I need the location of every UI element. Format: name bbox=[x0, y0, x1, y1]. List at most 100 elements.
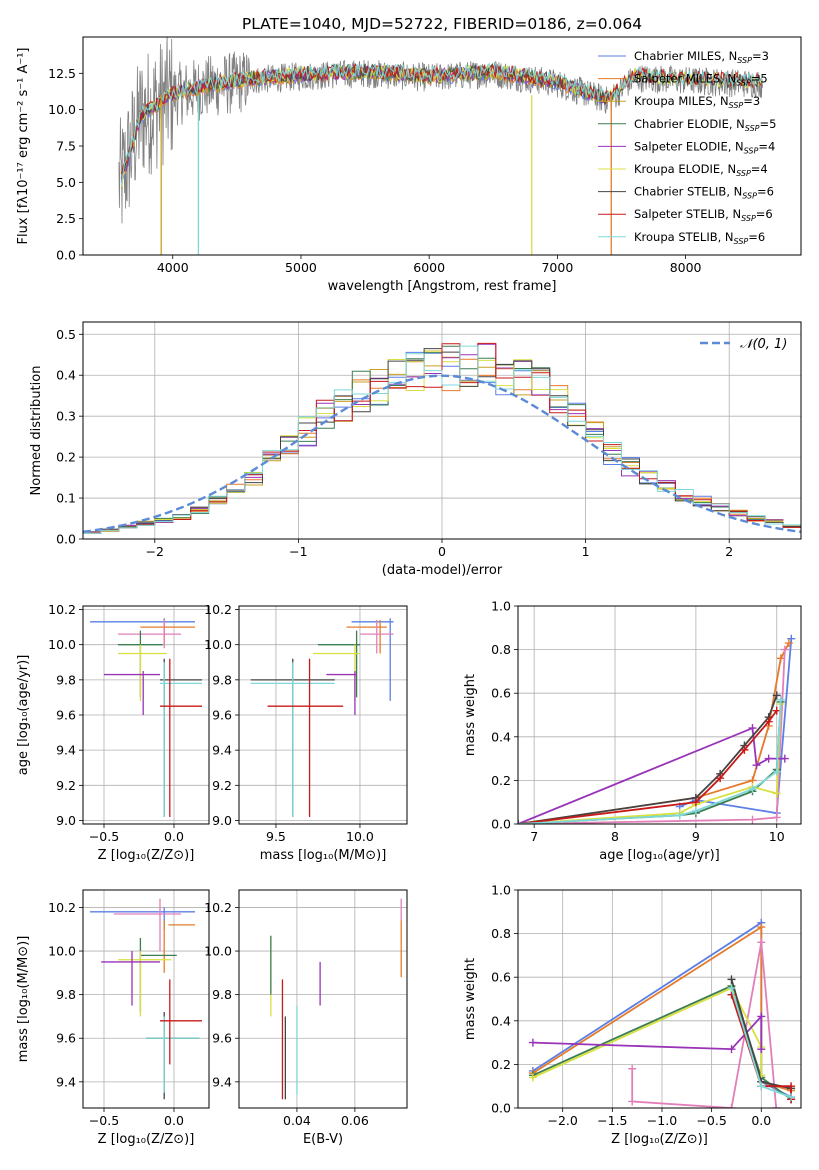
panel-mass-weight-vs-age: 7 8 9 10 0.0 0.2 0.4 0.6 0.8 1.0 age [log₁₀(age/yr… bbox=[463, 599, 802, 863]
y-tick-label: 10.0 bbox=[204, 637, 232, 652]
plot-area bbox=[528, 918, 796, 1108]
axes-frame bbox=[238, 605, 408, 825]
x-tick-label: −0.5 bbox=[89, 1113, 119, 1128]
y-axis-label: age [log₁₀(age/yr)] bbox=[16, 655, 31, 776]
data-marker bbox=[757, 1045, 766, 1054]
legend-entry: Chabrier MILES, NSSP=3 bbox=[634, 49, 769, 65]
panel-age-vs-Z: −0.5 0.0 9.0 9.2 9.4 9.6 9.8 10.0 10.2 Z [log₁₀(Z… bbox=[16, 602, 210, 863]
mass-weight-line bbox=[532, 986, 763, 1079]
plot-area bbox=[270, 898, 402, 1100]
x-axis-label: Z [log₁₀(Z/Z⊙)] bbox=[611, 1132, 708, 1147]
y-tick-label: 9.4 bbox=[212, 743, 232, 758]
data-marker bbox=[764, 754, 773, 763]
data-marker bbox=[776, 654, 785, 663]
y-tick-label: 9.6 bbox=[56, 708, 76, 723]
model-spectrum-line bbox=[121, 63, 762, 175]
y-tick-label: 9.0 bbox=[56, 813, 76, 828]
y-axis-label: mass [log₁₀(M/M⊙)] bbox=[16, 936, 31, 1063]
x-tick-label: −2 bbox=[146, 544, 164, 559]
data-marker bbox=[780, 645, 789, 654]
mass-weight-line bbox=[518, 642, 790, 824]
plot-area bbox=[518, 634, 796, 824]
figure-title: PLATE=1040, MJD=52722, FIBERID=0186, z=0… bbox=[242, 15, 642, 33]
y-tick-label: 0.3 bbox=[56, 409, 76, 424]
data-marker bbox=[675, 811, 684, 820]
residual-histogram-step bbox=[83, 356, 801, 534]
x-tick-label: 7 bbox=[530, 829, 538, 844]
y-tick-label: 9.6 bbox=[212, 708, 232, 723]
y-axis-label: Normed distribution bbox=[29, 366, 44, 496]
y-tick-label: 9.0 bbox=[212, 813, 232, 828]
y-axis-label: mass weight bbox=[463, 958, 478, 1040]
data-marker bbox=[716, 774, 725, 783]
x-axis-label: Z [log₁₀(Z/Z⊙)] bbox=[98, 848, 195, 863]
y-tick-label: 1.0 bbox=[491, 599, 511, 614]
x-tick-label: 9 bbox=[692, 829, 700, 844]
x-tick-label: 0.0 bbox=[164, 1113, 184, 1128]
y-tick-label: 0.0 bbox=[491, 817, 511, 832]
plot-area bbox=[250, 618, 394, 817]
mass-weight-line bbox=[518, 699, 782, 824]
data-marker bbox=[787, 1093, 796, 1102]
y-tick-label: 0.6 bbox=[491, 970, 511, 985]
residual-histogram-step bbox=[83, 345, 801, 534]
x-axis-label: (data-model)/error bbox=[382, 563, 503, 578]
y-tick-label: 0.0 bbox=[491, 1101, 511, 1116]
data-marker bbox=[757, 938, 766, 947]
y-tick-label: 0.0 bbox=[56, 248, 76, 263]
axes-frame bbox=[82, 321, 802, 540]
y-tick-label: 0.8 bbox=[491, 926, 511, 941]
y-tick-label: 10.0 bbox=[48, 102, 76, 117]
data-marker bbox=[757, 1012, 766, 1021]
data-marker bbox=[727, 1104, 736, 1108]
x-tick-label: 0.04 bbox=[283, 1113, 311, 1128]
legend-entry: Chabrier STELIB, NSSP=6 bbox=[634, 185, 774, 201]
y-tick-label: 9.6 bbox=[212, 1031, 232, 1046]
x-tick-label: 4000 bbox=[157, 260, 189, 275]
x-tick-label: −1 bbox=[289, 544, 307, 559]
data-marker bbox=[772, 813, 781, 822]
legend-entry: 𝒩(0, 1) bbox=[740, 337, 787, 352]
y-tick-label: 10.2 bbox=[204, 602, 232, 617]
y-tick-label: 9.8 bbox=[56, 672, 76, 687]
panel-mass-vs-Z: −0.5 0.0 9.4 9.6 9.8 10.0 10.2 Z [log₁₀(Z/Z⊙)] m… bbox=[16, 889, 210, 1147]
normal-curve bbox=[83, 374, 801, 533]
x-tick-label: 10 bbox=[769, 829, 785, 844]
y-tick-label: 0.4 bbox=[491, 729, 511, 744]
data-marker bbox=[691, 806, 700, 815]
x-tick-label: 9.5 bbox=[266, 829, 286, 844]
mass-weight-line bbox=[518, 695, 778, 824]
y-tick-label: 9.4 bbox=[56, 743, 76, 758]
data-marker bbox=[752, 761, 761, 770]
axes-frame bbox=[82, 605, 210, 825]
y-tick-label: 0.2 bbox=[491, 1057, 511, 1072]
data-marker bbox=[691, 798, 700, 807]
y-axis-label: mass weight bbox=[463, 674, 478, 756]
plot-area bbox=[83, 342, 801, 534]
x-tick-label: 1 bbox=[582, 544, 590, 559]
y-tick-label: 10.2 bbox=[48, 602, 76, 617]
plot-area bbox=[90, 618, 202, 817]
data-marker bbox=[772, 691, 781, 700]
y-tick-label: 0.4 bbox=[56, 368, 76, 383]
x-axis-label: wavelength [Angstrom, rest frame] bbox=[328, 279, 557, 294]
legend: Chabrier MILES, NSSP=3 Salpeter MILES, NS… bbox=[598, 49, 776, 246]
mass-weight-line bbox=[518, 704, 782, 824]
y-tick-label: 10.0 bbox=[204, 944, 232, 959]
x-tick-label: −2.0 bbox=[548, 1113, 578, 1128]
data-marker bbox=[748, 785, 757, 794]
y-tick-label: 9.2 bbox=[212, 778, 232, 793]
data-marker bbox=[764, 717, 773, 726]
y-tick-label: 2.5 bbox=[56, 211, 76, 226]
y-tick-label: 9.8 bbox=[56, 987, 76, 1002]
data-marker bbox=[772, 1104, 781, 1108]
data-marker bbox=[780, 754, 789, 763]
x-tick-label: 8 bbox=[611, 829, 619, 844]
y-tick-label: 1.0 bbox=[491, 883, 511, 898]
legend-entry: Kroupa MILES, NSSP=3 bbox=[634, 94, 760, 110]
mass-weight-line bbox=[518, 649, 786, 824]
data-marker bbox=[748, 724, 757, 733]
x-axis-label: E(B-V) bbox=[303, 1132, 343, 1147]
y-tick-label: 0.0 bbox=[56, 532, 76, 547]
